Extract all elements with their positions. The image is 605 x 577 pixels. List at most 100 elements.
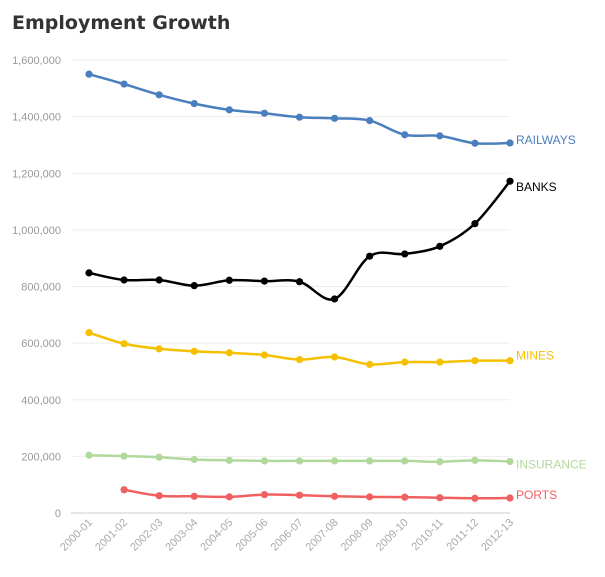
x-tick-label: 2008-09 [339,517,376,554]
data-point-banks [260,277,269,285]
data-point-railways [366,116,374,125]
data-point-banks [436,242,444,250]
y-tick-label: 1,400,000 [12,112,61,124]
data-point-ports [366,493,374,501]
data-point-ports [401,493,409,501]
data-point-banks [366,252,374,260]
series-label-banks: BANKS [516,180,557,194]
data-point-ports [155,492,163,500]
data-point-ports [330,492,339,500]
x-tick-label: 2006-07 [269,517,306,554]
x-tick-label: 2002-03 [128,517,165,554]
data-point-mines [295,355,304,364]
data-point-banks [120,276,128,284]
y-tick-label: 800,000 [21,282,61,294]
data-point-railways [330,114,339,122]
y-axis: 0 200,000 400,000 600,000 800,000 1,000,000 1,… [12,55,61,520]
data-point-railways [401,131,409,139]
x-tick-label: 2003-04 [163,517,200,554]
data-point-mines [120,340,128,348]
data-point-mines [85,329,93,337]
data-point-banks [330,295,339,303]
data-point-mines [330,353,339,361]
data-point-banks [295,278,304,286]
series-label-ports: PORTS [516,488,557,502]
data-point-ports [120,486,128,494]
data-point-banks [401,250,409,258]
data-point-ports [436,494,444,502]
data-point-insurance [436,458,444,466]
data-point-ports [471,494,479,502]
y-tick-label: 200,000 [21,451,61,463]
series-label-railways: RAILWAYS [516,133,576,147]
x-tick-label: 2004-05 [198,517,235,554]
series-labels: RAILWAYS BANKS MINES INSURANCE PORTS [516,133,587,502]
data-point-insurance [401,457,409,465]
grid-lines [71,59,510,514]
y-tick-label: 1,000,000 [12,225,61,237]
series-points [85,70,514,502]
x-tick-label: 2001-02 [93,517,130,554]
data-point-mines [436,358,444,366]
data-point-insurance [260,457,269,465]
y-tick-label: 400,000 [21,395,61,407]
data-point-railways [506,139,514,147]
y-tick-label: 1,200,000 [12,168,61,180]
data-point-mines [260,351,269,359]
data-point-insurance [120,452,128,460]
x-tick-label: 2000-01 [58,517,95,554]
data-point-railways [260,109,269,117]
data-point-mines [471,357,479,365]
y-tick-label: 1,600,000 [12,55,61,67]
data-point-railways [85,70,93,78]
y-tick-label: 0 [55,508,61,520]
data-point-mines [155,345,163,353]
data-point-insurance [295,457,304,465]
x-tick-label: 2009-10 [374,517,411,554]
data-point-mines [401,358,409,366]
data-point-insurance [155,453,163,461]
data-point-ports [190,492,198,500]
data-point-insurance [85,451,93,459]
series-line-railways [88,72,511,145]
x-tick-label: 2011-12 [445,517,481,553]
data-point-mines [506,357,514,365]
data-point-railways [436,132,444,140]
data-point-insurance [366,457,374,465]
data-point-railways [190,100,198,108]
data-point-mines [190,347,198,355]
data-point-banks [471,220,479,228]
x-tick-label: 2010-11 [409,517,445,553]
data-point-ports [225,493,233,501]
data-point-railways [155,91,163,99]
data-point-railways [225,106,233,114]
x-axis: 2000-012001-022002-032003-042004-052005-… [58,517,516,554]
data-point-ports [295,491,304,499]
series-label-mines: MINES [516,349,554,363]
data-point-insurance [225,456,233,464]
x-tick-label: 2005-06 [234,517,271,554]
chart-title: Employment Growth [12,12,231,34]
data-point-banks [155,276,163,284]
data-point-mines [225,349,233,357]
data-point-ports [260,490,269,499]
data-point-banks [225,276,233,284]
data-point-insurance [190,455,198,464]
data-point-ports [506,494,514,502]
x-tick-label: 2012-13 [479,517,516,554]
data-point-insurance [330,457,339,465]
data-point-railways [120,80,128,88]
series-label-insurance: INSURANCE [516,457,587,471]
series-line-ports [123,488,511,500]
data-point-railways [295,113,304,121]
data-point-insurance [471,456,479,464]
data-point-banks [190,282,198,290]
x-tick-label: 2007-08 [304,517,341,554]
data-point-banks [506,177,514,185]
data-point-banks [85,269,93,277]
data-point-mines [366,360,374,368]
data-point-insurance [506,457,514,466]
y-tick-label: 600,000 [21,338,61,350]
data-point-railways [471,139,479,147]
